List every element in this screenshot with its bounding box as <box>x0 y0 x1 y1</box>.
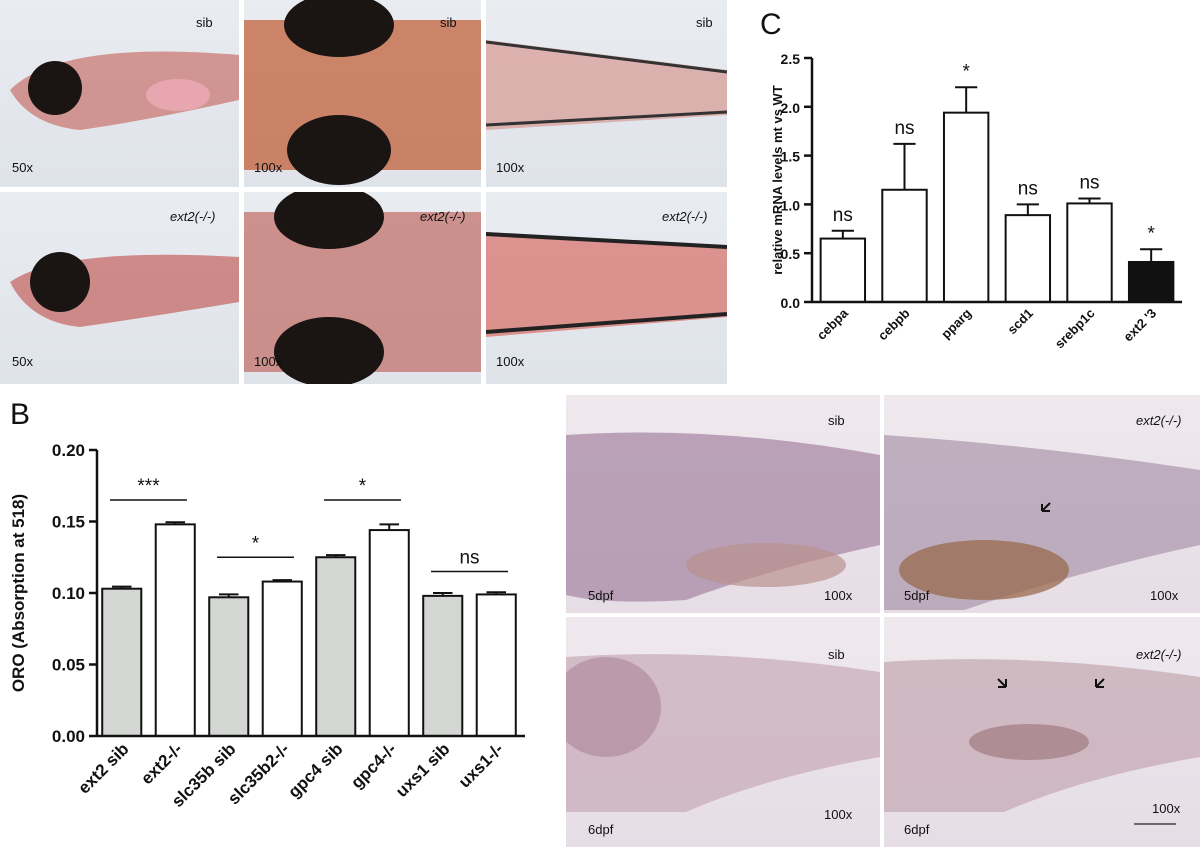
x-tick-label: gpc4-/- <box>347 739 400 792</box>
x-tick-label: ext2 '3 <box>1120 306 1159 345</box>
y-tick-label: 0.05 <box>52 656 85 675</box>
bar <box>1004 214 1052 303</box>
tile-genotype-label: sib <box>828 647 845 662</box>
x-tick-label: scd1 <box>1004 306 1036 338</box>
panel-d-tile-1: sib 5dpf 100x <box>566 395 880 613</box>
tile-magnification-label: 50x <box>12 160 33 175</box>
chart-b-oro-absorption: 0.00 0.05 0.10 0.15 0.20 ORO (Absorption at 5… <box>9 441 525 811</box>
tile-magnification-label: 100x <box>254 160 283 175</box>
x-tick-label: pparg <box>938 305 974 341</box>
tile-stage-label: 6dpf <box>588 822 614 837</box>
x-tick-label: cebpb <box>875 305 913 343</box>
larva-whole-mutant-image <box>10 252 239 327</box>
x-tick-label: gpc4 sib <box>284 739 346 801</box>
tile-genotype-label: sib <box>828 413 845 428</box>
significance-label: * <box>359 476 367 497</box>
y-tick-label: 0.0 <box>781 295 801 311</box>
panel-d-tile-4: ext2(-/-) 6dpf 100x <box>884 617 1200 847</box>
bar <box>1127 260 1175 304</box>
tile-magnification-label: 100x <box>824 588 853 603</box>
x-tick-label: uxs1-/- <box>455 739 507 791</box>
tile-stage-label: 5dpf <box>588 588 614 603</box>
significance-label: * <box>252 533 260 554</box>
panel-a-tile-6: ext2(-/-) 100x <box>486 192 727 384</box>
y-axis-label: relative mRNA levels mt vs WT <box>770 85 785 275</box>
bar <box>942 111 990 303</box>
x-tick-label: ext2 sib <box>74 739 132 797</box>
chart-c-mrna-levels: 0.0 0.5 1.0 1.5 2.0 2.5 relative mRNA levels m… <box>770 51 1182 352</box>
y-tick-label: 0.10 <box>52 584 85 603</box>
tile-magnification-label: 50x <box>12 354 33 369</box>
panel-a-tile-1: sib 50x <box>0 0 239 187</box>
bar <box>261 580 303 737</box>
y-tick-label: 2.5 <box>781 51 801 67</box>
larva-whole-sib-image <box>10 51 239 130</box>
larva-6dpf-sib-image <box>566 654 880 812</box>
panel-d-tile-2: ext2(-/-) 5dpf 100x <box>884 395 1200 613</box>
y-tick-label: 2.0 <box>781 100 801 116</box>
significance-label: * <box>1147 223 1155 244</box>
tile-genotype-label: sib <box>696 15 713 30</box>
larva-tail-sib-image <box>486 40 727 130</box>
tile-genotype-label: ext2(-/-) <box>662 209 708 224</box>
panel-a-tile-5: ext2(-/-) 100x <box>244 192 481 384</box>
panel-letter-b: B <box>10 398 31 431</box>
tile-genotype-label: ext2(-/-) <box>170 209 216 224</box>
larva-head-sib-image <box>244 0 481 185</box>
y-tick-label: 0.15 <box>52 513 85 532</box>
bar <box>101 587 143 737</box>
tile-magnification-label: 100x <box>496 160 525 175</box>
panel-a-tile-3: sib 100x <box>486 0 727 187</box>
larva-6dpf-mutant-image <box>884 659 1200 825</box>
y-tick-label: 0.20 <box>52 441 85 460</box>
x-tick-label: uxs1 sib <box>392 739 454 801</box>
significance-label: ns <box>1018 178 1038 199</box>
larva-5dpf-sib-image <box>566 432 880 602</box>
bar <box>154 523 196 737</box>
x-tick-label: cebpa <box>814 305 852 343</box>
x-tick-label: srebp1c <box>1052 306 1098 352</box>
bar <box>819 237 867 303</box>
tile-magnification-label: 100x <box>254 354 283 369</box>
y-tick-label: 1.0 <box>781 197 801 213</box>
tile-genotype-label: ext2(-/-) <box>1136 413 1182 428</box>
significance-label: ns <box>894 118 914 139</box>
bar <box>422 594 464 737</box>
y-tick-label: 0.00 <box>52 727 85 746</box>
bar <box>475 593 517 737</box>
bar <box>368 529 410 737</box>
significance-label: * <box>962 61 970 82</box>
tile-genotype-label: sib <box>196 15 213 30</box>
larva-5dpf-mutant-image <box>884 435 1200 610</box>
panel-a-tile-4: ext2(-/-) 50x <box>0 192 239 384</box>
tile-genotype-label: ext2(-/-) <box>1136 647 1182 662</box>
tile-genotype-label: sib <box>440 15 457 30</box>
tile-genotype-label: ext2(-/-) <box>420 209 466 224</box>
larva-tail-mutant-image <box>486 232 727 337</box>
significance-label: ns <box>1079 173 1099 194</box>
panel-d-tile-3: sib 6dpf 100x <box>566 617 880 847</box>
bar <box>208 596 250 737</box>
significance-label: ns <box>833 205 853 226</box>
y-tick-label: 1.5 <box>781 149 801 165</box>
y-tick-label: 0.5 <box>781 246 801 262</box>
tile-stage-label: 6dpf <box>904 822 930 837</box>
significance-label: *** <box>137 476 160 497</box>
panel-letter-c: C <box>760 8 782 41</box>
tile-magnification-label: 100x <box>1150 588 1179 603</box>
larva-head-mutant-image <box>244 192 481 384</box>
y-axis-label: ORO (Absorption at 518) <box>9 494 28 692</box>
tile-magnification-label: 100x <box>824 807 853 822</box>
tile-magnification-label: 100x <box>1152 801 1181 816</box>
bar <box>1066 202 1113 303</box>
x-tick-label: ext2-/- <box>137 739 186 788</box>
significance-label: ns <box>459 548 479 569</box>
tile-stage-label: 5dpf <box>904 588 930 603</box>
panel-a-tile-2: sib 100x <box>244 0 481 187</box>
bar <box>881 188 928 303</box>
tile-magnification-label: 100x <box>496 354 525 369</box>
bar <box>315 556 357 737</box>
